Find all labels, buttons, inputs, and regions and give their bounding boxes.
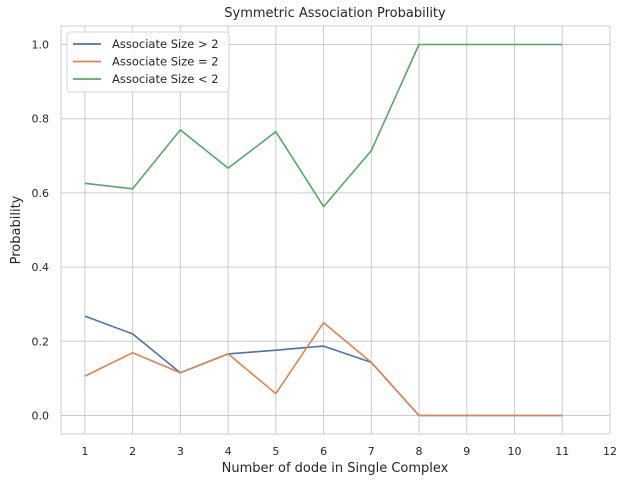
- y-tick-label: 0.6: [32, 187, 50, 200]
- x-tick-label: 3: [177, 445, 184, 458]
- y-tick-label: 0.8: [32, 113, 50, 126]
- y-tick-label: 0.4: [32, 261, 50, 274]
- y-tick-label: 0.0: [32, 409, 50, 422]
- x-tick-label: 12: [603, 445, 617, 458]
- plot-area: [60, 25, 611, 435]
- legend-label: Associate Size = 2: [112, 55, 219, 69]
- legend: Associate Size > 2 Associate Size = 2 Asso…: [66, 31, 230, 93]
- legend-label: Associate Size > 2: [112, 37, 219, 51]
- tick-labels: 1 2 3 4 5 6 7 8 9 10 11 120.00.20.40.60.81.0: [32, 39, 618, 458]
- x-tick-label: 11: [555, 445, 569, 458]
- x-tick-label: 4: [225, 445, 232, 458]
- x-tick-label: 2: [129, 445, 136, 458]
- x-tick-label: 5: [272, 445, 279, 458]
- chart-title: Symmetric Association Probability: [224, 6, 446, 21]
- y-tick-label: 1.0: [32, 39, 50, 52]
- x-tick-label: 6: [320, 445, 327, 458]
- y-axis-title: Probability: [9, 195, 24, 264]
- legend-box: [66, 31, 230, 93]
- x-tick-label: 1: [81, 445, 88, 458]
- x-tick-label: 8: [416, 445, 423, 458]
- x-tick-label: 7: [368, 445, 375, 458]
- x-axis-title: Number of dode in Single Complex: [222, 461, 449, 476]
- series-lines: [84, 43, 563, 417]
- x-tick-label: 9: [463, 445, 470, 458]
- x-tick-label: 10: [508, 445, 522, 458]
- series-line-3: [84, 43, 563, 208]
- legend-label: Associate Size < 2: [112, 72, 219, 86]
- series-line-2: [84, 321, 563, 417]
- y-tick-label: 0.2: [32, 335, 50, 348]
